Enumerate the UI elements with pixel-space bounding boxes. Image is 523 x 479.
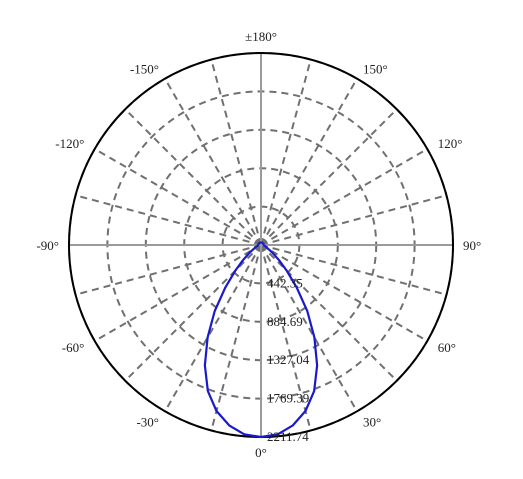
radial-tick-label-3: 1769.39 bbox=[267, 391, 309, 406]
radial-tick-label-4: 2211.74 bbox=[267, 429, 309, 444]
grid-spoke-30 bbox=[260, 244, 358, 412]
grid-spoke-255 bbox=[75, 194, 262, 246]
grid-spoke-210 bbox=[164, 78, 262, 246]
angle-label-5: 150° bbox=[363, 61, 388, 76]
angle-label-2: 60° bbox=[438, 340, 456, 355]
series-layer bbox=[203, 241, 319, 439]
grid-spoke-195 bbox=[210, 59, 262, 246]
grid-spoke-330 bbox=[164, 244, 262, 412]
angle-labels: 0° 30° 60° 90° 120° 150° ±180° -150° -120° -90° -6… bbox=[36, 29, 481, 460]
grid-spoke-120 bbox=[260, 148, 428, 246]
grid-spoke-285 bbox=[75, 244, 262, 296]
angle-label-6: ±180° bbox=[245, 29, 277, 44]
angle-label-0: 0° bbox=[255, 445, 267, 460]
angle-label-4: 120° bbox=[438, 136, 463, 151]
grid-spoke-135 bbox=[260, 108, 398, 246]
angular-grid-spokes bbox=[75, 59, 447, 431]
angle-label-3: 90° bbox=[463, 238, 481, 253]
grid-spoke-150 bbox=[260, 78, 358, 246]
grid-spoke-225 bbox=[124, 108, 262, 246]
series-line-0 bbox=[203, 241, 319, 439]
grid-spoke-345 bbox=[210, 244, 262, 431]
angle-label-9: -90° bbox=[36, 238, 59, 253]
grid-spoke-300 bbox=[94, 244, 262, 342]
main-axes bbox=[69, 53, 453, 437]
radial-tick-label-0: 442.35 bbox=[267, 275, 303, 290]
grid-spoke-15 bbox=[260, 244, 312, 431]
angle-label-1: 30° bbox=[363, 415, 381, 430]
radial-tick-labels: 442.35 884.69 1327.04 1769.39 2211.74 bbox=[267, 275, 310, 444]
angle-label-8: -120° bbox=[55, 136, 84, 151]
radial-tick-label-1: 884.69 bbox=[267, 314, 303, 329]
angle-label-7: -150° bbox=[130, 61, 159, 76]
grid-spoke-105 bbox=[260, 194, 447, 246]
angle-label-10: -60° bbox=[62, 340, 85, 355]
angle-label-11: -30° bbox=[136, 415, 159, 430]
grid-spoke-75 bbox=[260, 244, 447, 296]
radial-tick-label-2: 1327.04 bbox=[267, 352, 310, 367]
grid-spoke-165 bbox=[260, 59, 312, 246]
grid-spoke-45 bbox=[260, 244, 398, 382]
grid-spoke-315 bbox=[124, 244, 262, 382]
grid-spoke-240 bbox=[94, 148, 262, 246]
grid-spoke-60 bbox=[260, 244, 428, 342]
